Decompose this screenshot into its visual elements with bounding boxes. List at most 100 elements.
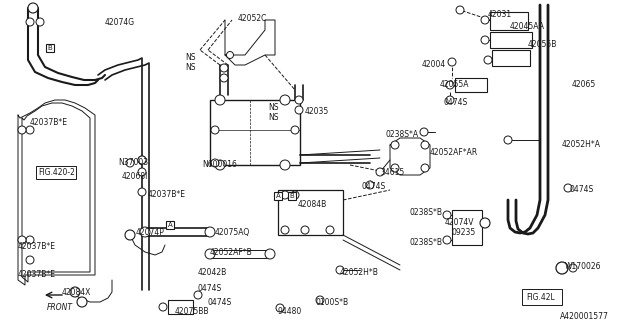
- Circle shape: [138, 188, 146, 196]
- Circle shape: [140, 227, 150, 237]
- Bar: [492, 50, 530, 66]
- Text: 0238S*B: 0238S*B: [410, 238, 443, 247]
- Bar: [490, 32, 532, 48]
- Text: 42065: 42065: [572, 80, 596, 89]
- Circle shape: [18, 126, 26, 134]
- Circle shape: [281, 226, 289, 234]
- Text: 42074G: 42074G: [105, 18, 135, 27]
- Circle shape: [280, 95, 290, 105]
- Circle shape: [265, 249, 275, 259]
- Circle shape: [366, 181, 374, 189]
- Text: 42084B: 42084B: [298, 200, 327, 209]
- Circle shape: [446, 81, 454, 89]
- Text: 42074P: 42074P: [136, 228, 165, 237]
- Text: 42031: 42031: [488, 10, 512, 19]
- Text: N600016: N600016: [202, 160, 237, 169]
- Circle shape: [138, 156, 146, 164]
- Circle shape: [215, 95, 225, 105]
- Circle shape: [376, 168, 384, 176]
- Circle shape: [480, 218, 490, 228]
- Circle shape: [295, 96, 303, 104]
- Circle shape: [126, 159, 134, 167]
- Text: 0474S: 0474S: [198, 284, 222, 293]
- Text: NS: NS: [185, 53, 195, 62]
- Text: 42035: 42035: [305, 107, 329, 116]
- Circle shape: [26, 18, 34, 26]
- Text: 0238S*A: 0238S*A: [386, 130, 419, 139]
- Bar: [522, 289, 562, 305]
- Text: A: A: [276, 193, 280, 199]
- Bar: [452, 210, 482, 245]
- Text: 0238S*B: 0238S*B: [410, 208, 443, 217]
- Text: 42037B*E: 42037B*E: [18, 242, 56, 251]
- Text: 0474S: 0474S: [444, 98, 468, 107]
- Circle shape: [391, 141, 399, 149]
- Text: 42037B*E: 42037B*E: [148, 190, 186, 199]
- Text: 42084X: 42084X: [62, 288, 92, 297]
- Text: 0100S*B: 0100S*B: [316, 298, 349, 307]
- Circle shape: [36, 18, 44, 26]
- Circle shape: [215, 160, 225, 170]
- Text: NS: NS: [268, 103, 278, 112]
- Circle shape: [220, 74, 228, 82]
- Text: FIG.420-2: FIG.420-2: [38, 168, 75, 177]
- Circle shape: [336, 266, 344, 274]
- Circle shape: [421, 164, 429, 172]
- Text: 94480: 94480: [278, 307, 302, 316]
- Circle shape: [481, 36, 489, 44]
- Circle shape: [281, 191, 289, 199]
- Circle shape: [280, 160, 290, 170]
- Text: 42052AF*AR: 42052AF*AR: [430, 148, 478, 157]
- Text: FRONT: FRONT: [47, 303, 73, 312]
- Circle shape: [77, 297, 87, 307]
- Circle shape: [569, 264, 577, 272]
- Circle shape: [138, 168, 146, 176]
- Circle shape: [276, 304, 284, 312]
- Text: 42055B: 42055B: [528, 40, 557, 49]
- Circle shape: [420, 128, 428, 136]
- Text: B: B: [290, 193, 294, 199]
- Text: 42052AF*B: 42052AF*B: [210, 248, 253, 257]
- Text: B: B: [47, 45, 52, 51]
- Circle shape: [443, 211, 451, 219]
- Bar: [278, 190, 343, 235]
- Circle shape: [211, 126, 219, 134]
- Circle shape: [159, 303, 167, 311]
- Text: 42004: 42004: [422, 60, 446, 69]
- Circle shape: [301, 226, 309, 234]
- Circle shape: [456, 6, 464, 14]
- Circle shape: [28, 3, 38, 13]
- Text: 42045AA: 42045AA: [510, 22, 545, 31]
- Circle shape: [26, 126, 34, 134]
- Text: 42074V: 42074V: [445, 218, 474, 227]
- Text: A: A: [168, 222, 172, 228]
- Bar: [455, 78, 487, 92]
- Bar: [210, 100, 300, 165]
- Circle shape: [138, 156, 146, 164]
- Circle shape: [421, 141, 429, 149]
- Circle shape: [504, 136, 512, 144]
- Circle shape: [70, 287, 80, 297]
- Text: NS: NS: [185, 63, 195, 72]
- Circle shape: [220, 64, 228, 72]
- Circle shape: [125, 230, 135, 240]
- Circle shape: [194, 291, 202, 299]
- Circle shape: [448, 58, 456, 66]
- Circle shape: [556, 262, 568, 274]
- Circle shape: [446, 96, 454, 104]
- Circle shape: [316, 296, 324, 304]
- Text: 09235: 09235: [452, 228, 476, 237]
- Text: N37003: N37003: [118, 158, 148, 167]
- Circle shape: [391, 164, 399, 172]
- Circle shape: [291, 191, 299, 199]
- Text: 42055A: 42055A: [440, 80, 470, 89]
- Text: 0474S: 0474S: [208, 298, 232, 307]
- Circle shape: [18, 236, 26, 244]
- Bar: [490, 12, 528, 30]
- Text: 42068I: 42068I: [122, 172, 148, 181]
- Text: A420001577: A420001577: [560, 312, 609, 320]
- Circle shape: [326, 226, 334, 234]
- Circle shape: [291, 126, 299, 134]
- Text: 42075BB: 42075BB: [175, 307, 209, 316]
- Circle shape: [481, 16, 489, 24]
